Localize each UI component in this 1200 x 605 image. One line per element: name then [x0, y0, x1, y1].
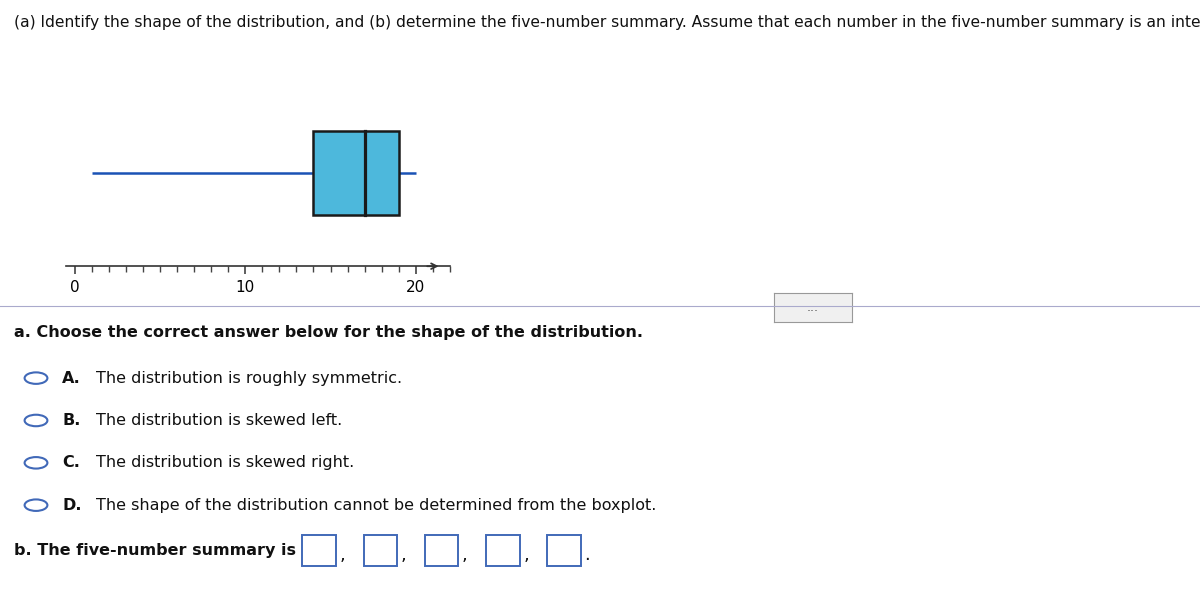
Text: D.: D. [62, 498, 82, 512]
Text: (a) Identify the shape of the distribution, and (b) determine the five-number su: (a) Identify the shape of the distributi… [14, 15, 1200, 30]
Text: The distribution is roughly symmetric.: The distribution is roughly symmetric. [96, 371, 402, 385]
Text: The distribution is skewed right.: The distribution is skewed right. [96, 456, 354, 470]
Text: ...: ... [808, 301, 818, 314]
FancyBboxPatch shape [313, 131, 398, 215]
Text: ,: , [340, 546, 346, 564]
Text: A.: A. [62, 371, 82, 385]
Text: C.: C. [62, 456, 80, 470]
Text: b. The five-number summary is: b. The five-number summary is [14, 543, 296, 558]
Text: The distribution is skewed left.: The distribution is skewed left. [96, 413, 342, 428]
Text: a. Choose the correct answer below for the shape of the distribution.: a. Choose the correct answer below for t… [14, 325, 643, 341]
Text: ,: , [523, 546, 529, 564]
Text: ,: , [462, 546, 468, 564]
Text: .: . [584, 546, 590, 564]
Text: ,: , [401, 546, 407, 564]
Text: B.: B. [62, 413, 80, 428]
Text: The shape of the distribution cannot be determined from the boxplot.: The shape of the distribution cannot be … [96, 498, 656, 512]
